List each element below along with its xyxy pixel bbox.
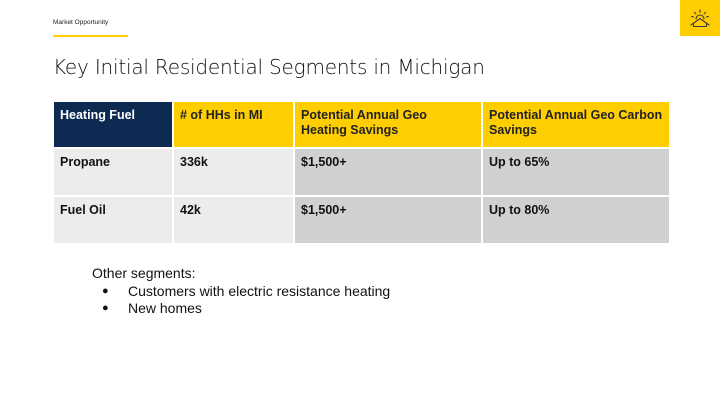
cell-heating-savings: $1,500+ [295,197,481,243]
cell-fuel: Propane [54,149,172,195]
segments-table: Heating Fuel # of HHs in MI Potential An… [52,100,671,245]
header-carbon-savings: Potential Annual Geo Carbon Savings [483,102,669,147]
list-item: ● Customers with electric resistance hea… [92,283,390,301]
cell-fuel: Fuel Oil [54,197,172,243]
slide-title: Key Initial Residential Segments in Mich… [53,55,485,79]
table-row: Propane 336k $1,500+ Up to 65% [54,149,669,195]
table-header-row: Heating Fuel # of HHs in MI Potential An… [54,102,669,147]
list-item-label: Customers with electric resistance heati… [128,282,391,299]
section-underline [53,35,128,37]
header-households: # of HHs in MI [174,102,293,147]
table-row: Fuel Oil 42k $1,500+ Up to 80% [54,197,669,243]
house-sun-icon [690,9,710,28]
list-item: ● New homes [92,300,390,318]
cell-carbon-savings: Up to 65% [483,149,669,195]
cell-households: 42k [174,197,293,243]
header-heating-savings: Potential Annual Geo Heating Savings [295,102,481,147]
other-segments-heading: Other segments: [92,265,196,281]
bullet-icon: ● [102,284,109,297]
logo-badge [680,0,720,36]
header-heating-fuel: Heating Fuel [54,102,172,147]
cell-households: 336k [174,149,293,195]
cell-heating-savings: $1,500+ [295,149,481,195]
other-segments-list: ● Customers with electric resistance hea… [92,283,390,318]
section-label: Market Opportunity [53,19,109,26]
list-item-label: New homes [128,300,202,316]
other-segments: Other segments: ● Customers with electri… [92,265,390,318]
bullet-icon: ● [102,302,109,314]
cell-carbon-savings: Up to 80% [483,197,669,243]
